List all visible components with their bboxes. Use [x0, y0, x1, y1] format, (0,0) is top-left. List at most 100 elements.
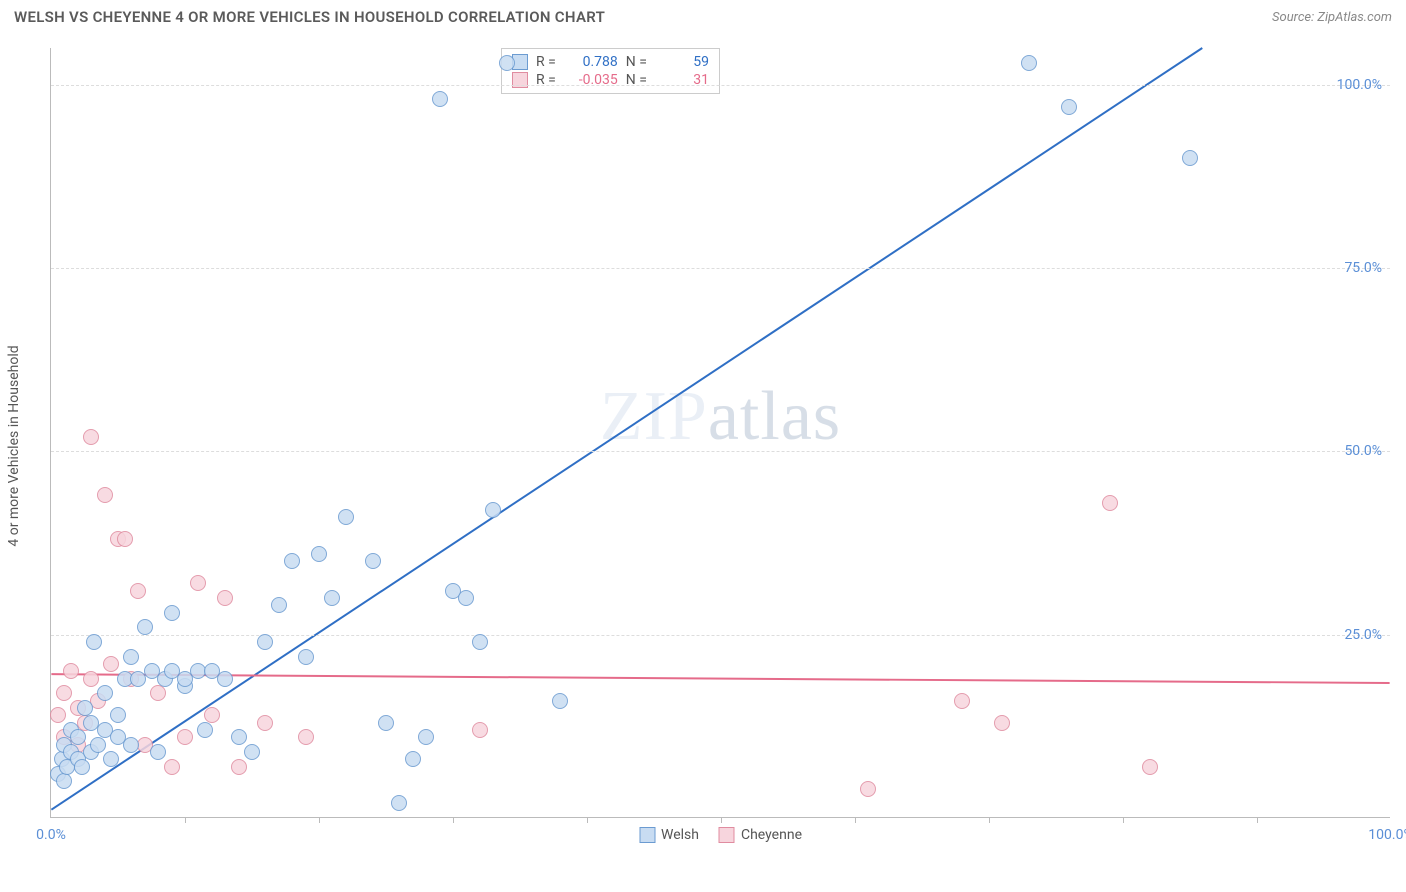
data-point-welsh [1182, 150, 1198, 166]
data-point-cheyenne [63, 663, 79, 679]
data-point-cheyenne [177, 729, 193, 745]
data-point-welsh [164, 605, 180, 621]
ytick-label: 75.0% [1344, 260, 1382, 276]
source-attribution: Source: ZipAtlas.com [1272, 10, 1392, 25]
data-point-welsh [217, 671, 233, 687]
xtick-mark [1257, 817, 1258, 823]
data-point-welsh [284, 553, 300, 569]
xtick-mark [453, 817, 454, 823]
n-label: N = [626, 54, 647, 70]
data-point-cheyenne [190, 575, 206, 591]
scatter-plot: ZIPatlas R = 0.788 N = 59 R = -0.035 N =… [50, 48, 1390, 818]
r-label: R = [536, 54, 556, 70]
data-point-cheyenne [103, 656, 119, 672]
data-point-welsh [458, 590, 474, 606]
data-point-welsh [97, 685, 113, 701]
data-point-welsh [123, 737, 139, 753]
data-point-welsh [405, 751, 421, 767]
data-point-cheyenne [164, 759, 180, 775]
data-point-welsh [103, 751, 119, 767]
data-point-cheyenne [994, 715, 1010, 731]
stats-row-welsh: R = 0.788 N = 59 [512, 53, 709, 71]
data-point-welsh [378, 715, 394, 731]
data-point-cheyenne [83, 429, 99, 445]
swatch-cheyenne [719, 827, 735, 843]
xtick-mark [319, 817, 320, 823]
legend-label: Cheyenne [741, 827, 802, 843]
legend-label: Welsh [661, 827, 699, 843]
data-point-welsh [485, 502, 501, 518]
data-point-welsh [298, 649, 314, 665]
xtick-mark [587, 817, 588, 823]
swatch-welsh [639, 827, 655, 843]
data-point-welsh [499, 55, 515, 71]
data-point-cheyenne [130, 583, 146, 599]
data-point-welsh [324, 590, 340, 606]
data-point-cheyenne [954, 693, 970, 709]
regression-line-welsh [51, 48, 1202, 810]
data-point-cheyenne [472, 722, 488, 738]
legend-item-cheyenne: Cheyenne [719, 827, 802, 843]
data-point-welsh [90, 737, 106, 753]
data-point-cheyenne [97, 487, 113, 503]
data-point-cheyenne [204, 707, 220, 723]
legend-item-welsh: Welsh [639, 827, 699, 843]
data-point-welsh [56, 773, 72, 789]
stats-row-cheyenne: R = -0.035 N = 31 [512, 71, 709, 89]
regression-line-cheyenne [51, 674, 1389, 683]
data-point-welsh [1021, 55, 1037, 71]
data-point-welsh [231, 729, 247, 745]
data-point-welsh [552, 693, 568, 709]
xtick-mark [855, 817, 856, 823]
data-point-welsh [311, 546, 327, 562]
data-point-welsh [137, 619, 153, 635]
gridline [51, 85, 1390, 86]
data-point-welsh [70, 729, 86, 745]
data-point-cheyenne [298, 729, 314, 745]
data-point-welsh [123, 649, 139, 665]
data-point-welsh [77, 700, 93, 716]
correlation-stats-box: R = 0.788 N = 59 R = -0.035 N = 31 [501, 48, 720, 94]
gridline [51, 451, 1390, 452]
data-point-cheyenne [1142, 759, 1158, 775]
ytick-label: 25.0% [1344, 627, 1382, 643]
data-point-cheyenne [50, 707, 66, 723]
xtick-mark [721, 817, 722, 823]
data-point-cheyenne [56, 685, 72, 701]
data-point-welsh [257, 634, 273, 650]
data-point-cheyenne [217, 590, 233, 606]
data-point-welsh [418, 729, 434, 745]
data-point-cheyenne [231, 759, 247, 775]
data-point-cheyenne [1102, 495, 1118, 511]
ytick-label: 100.0% [1337, 77, 1382, 93]
data-point-cheyenne [860, 781, 876, 797]
n-value-welsh: 59 [655, 54, 709, 70]
data-point-cheyenne [83, 671, 99, 687]
data-point-welsh [391, 795, 407, 811]
gridline [51, 635, 1390, 636]
data-point-welsh [150, 744, 166, 760]
xtick-label: 100.0% [1368, 827, 1406, 843]
xtick-mark [989, 817, 990, 823]
data-point-welsh [197, 722, 213, 738]
xtick-mark [1123, 817, 1124, 823]
data-point-welsh [432, 91, 448, 107]
data-point-welsh [1061, 99, 1077, 115]
data-point-welsh [86, 634, 102, 650]
data-point-cheyenne [117, 531, 133, 547]
data-point-welsh [271, 597, 287, 613]
legend: Welsh Cheyenne [639, 827, 802, 843]
ytick-label: 50.0% [1344, 443, 1382, 459]
data-point-cheyenne [257, 715, 273, 731]
xtick-mark [185, 817, 186, 823]
data-point-welsh [365, 553, 381, 569]
gridline [51, 268, 1390, 269]
data-point-welsh [110, 707, 126, 723]
xtick-label: 0.0% [36, 827, 66, 843]
data-point-welsh [338, 509, 354, 525]
r-value-welsh: 0.788 [564, 54, 618, 70]
data-point-cheyenne [150, 685, 166, 701]
chart-title: WELSH VS CHEYENNE 4 OR MORE VEHICLES IN … [14, 8, 605, 26]
data-point-welsh [74, 759, 90, 775]
data-point-welsh [244, 744, 260, 760]
